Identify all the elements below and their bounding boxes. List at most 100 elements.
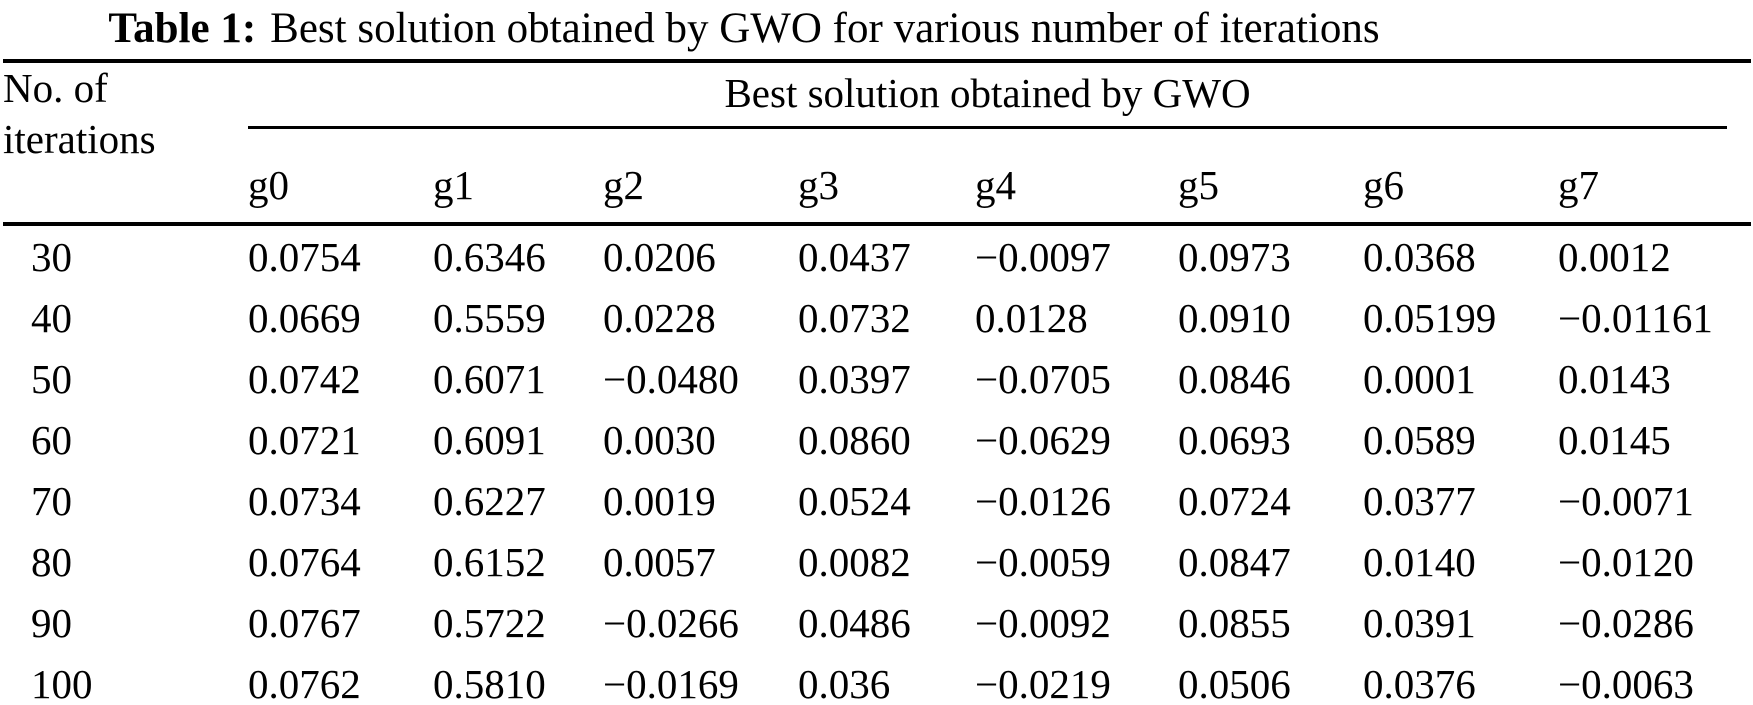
value-cell-g2: 0.0030 bbox=[603, 416, 716, 463]
gwo-results-table: No. of iterations Best solution obtained… bbox=[3, 59, 1751, 705]
value-cell-g6: 0.0001 bbox=[1363, 355, 1476, 402]
iterations-cell: 80 bbox=[31, 538, 72, 585]
value-cell-g0: 0.0767 bbox=[248, 599, 361, 646]
value-cell-g3: 0.0524 bbox=[798, 477, 911, 524]
value-cell-g5: 0.0724 bbox=[1178, 477, 1291, 524]
value-cell-g0: 0.0754 bbox=[248, 233, 361, 280]
value-cell-g0: 0.0669 bbox=[248, 294, 361, 341]
col-header-g3: g3 bbox=[798, 129, 975, 227]
iterations-cell: 50 bbox=[31, 355, 72, 402]
value-cell-g1: 0.6152 bbox=[433, 538, 546, 585]
value-cell-g7: −0.0286 bbox=[1558, 599, 1694, 646]
col-header-g6: g6 bbox=[1363, 129, 1558, 227]
value-cell-g4: −0.0059 bbox=[975, 538, 1111, 585]
col-header-g2: g2 bbox=[603, 129, 798, 227]
value-cell-g5: 0.0846 bbox=[1178, 355, 1291, 402]
table-row: 90 0.0767 0.5722 −0.0266 0.0486 −0.0092 0.0855… bbox=[3, 592, 1751, 653]
table-row: 50 0.0742 0.6071 −0.0480 0.0397 −0.0705 0.0846… bbox=[3, 348, 1751, 409]
value-cell-g5: 0.0847 bbox=[1178, 538, 1291, 585]
value-cell-g7: −0.01161 bbox=[1558, 294, 1713, 341]
value-cell-g3: 0.0486 bbox=[798, 599, 911, 646]
col-header-g5: g5 bbox=[1178, 129, 1363, 227]
value-cell-g7: 0.0145 bbox=[1558, 416, 1671, 463]
value-cell-g6: 0.05199 bbox=[1363, 294, 1497, 341]
value-cell-g0: 0.0762 bbox=[248, 660, 361, 705]
value-cell-g5: 0.0855 bbox=[1178, 599, 1291, 646]
value-cell-g6: 0.0391 bbox=[1363, 599, 1476, 646]
value-cell-g1: 0.5810 bbox=[433, 660, 546, 705]
iterations-cell: 100 bbox=[31, 660, 93, 705]
value-cell-g5: 0.0973 bbox=[1178, 233, 1291, 280]
value-cell-g7: −0.0071 bbox=[1558, 477, 1694, 524]
value-cell-g2: −0.0266 bbox=[603, 599, 739, 646]
value-cell-g2: 0.0019 bbox=[603, 477, 716, 524]
value-cell-g6: 0.0368 bbox=[1363, 233, 1476, 280]
value-cell-g2: −0.0169 bbox=[603, 660, 739, 705]
value-cell-g7: −0.0063 bbox=[1558, 660, 1694, 705]
value-cell-g3: 0.036 bbox=[798, 660, 891, 705]
table-header: No. of iterations Best solution obtained… bbox=[3, 61, 1751, 227]
value-cell-g4: −0.0219 bbox=[975, 660, 1111, 705]
table-body: 30 0.0754 0.6346 0.0206 0.0437 −0.0097 0.0973 0… bbox=[3, 224, 1751, 705]
value-cell-g3: 0.0082 bbox=[798, 538, 911, 585]
value-cell-g1: 0.5722 bbox=[433, 599, 546, 646]
value-cell-g1: 0.6091 bbox=[433, 416, 546, 463]
value-cell-g1: 0.6346 bbox=[433, 233, 546, 280]
iterations-cell: 30 bbox=[31, 233, 72, 280]
value-cell-g0: 0.0734 bbox=[248, 477, 361, 524]
col-header-g0: g0 bbox=[248, 129, 433, 227]
col-header-g4: g4 bbox=[975, 129, 1178, 227]
table-row: 70 0.0734 0.6227 0.0019 0.0524 −0.0126 0.0724 0… bbox=[3, 470, 1751, 531]
table-caption-text: Best solution obtained by GWO for variou… bbox=[270, 5, 1380, 52]
value-cell-g4: 0.0128 bbox=[975, 294, 1088, 341]
value-cell-g2: −0.0480 bbox=[603, 355, 739, 402]
value-cell-g2: 0.0228 bbox=[603, 294, 716, 341]
iterations-cell: 90 bbox=[31, 599, 72, 646]
table-row: 40 0.0669 0.5559 0.0228 0.0732 0.0128 0.0910 0.… bbox=[3, 287, 1751, 348]
value-cell-g0: 0.0742 bbox=[248, 355, 361, 402]
value-cell-g6: 0.0140 bbox=[1363, 538, 1476, 585]
value-cell-g4: −0.0092 bbox=[975, 599, 1111, 646]
value-cell-g0: 0.0764 bbox=[248, 538, 361, 585]
value-cell-g5: 0.0910 bbox=[1178, 294, 1291, 341]
value-cell-g4: −0.0629 bbox=[975, 416, 1111, 463]
value-cell-g1: 0.5559 bbox=[433, 294, 546, 341]
value-cell-g3: 0.0397 bbox=[798, 355, 911, 402]
table-row: 80 0.0764 0.6152 0.0057 0.0082 −0.0059 0.0847 0… bbox=[3, 531, 1751, 592]
iterations-cell: 40 bbox=[31, 294, 72, 341]
value-cell-g5: 0.0693 bbox=[1178, 416, 1291, 463]
col-header-iterations-line2: iterations bbox=[3, 116, 156, 163]
value-cell-g6: 0.0589 bbox=[1363, 416, 1476, 463]
value-cell-g3: 0.0732 bbox=[798, 294, 911, 341]
group-header-row: No. of iterations Best solution obtained… bbox=[3, 61, 1751, 227]
value-cell-g1: 0.6227 bbox=[433, 477, 546, 524]
value-cell-g6: 0.0377 bbox=[1363, 477, 1476, 524]
value-cell-g3: 0.0860 bbox=[798, 416, 911, 463]
value-cell-g3: 0.0437 bbox=[798, 233, 911, 280]
col-group-header-label: Best solution obtained by GWO bbox=[248, 69, 1727, 130]
col-header-g7: g7 bbox=[1558, 129, 1751, 227]
value-cell-g0: 0.0721 bbox=[248, 416, 361, 463]
subheader-row: g0 g1 g2 g3 g4 g5 g6 g7 bbox=[3, 129, 1751, 227]
table-row: 60 0.0721 0.6091 0.0030 0.0860 −0.0629 0.0693 0… bbox=[3, 409, 1751, 470]
value-cell-g2: 0.0057 bbox=[603, 538, 716, 585]
value-cell-g7: −0.0120 bbox=[1558, 538, 1694, 585]
value-cell-g4: −0.0705 bbox=[975, 355, 1111, 402]
value-cell-g7: 0.0012 bbox=[1558, 233, 1671, 280]
value-cell-g5: 0.0506 bbox=[1178, 660, 1291, 705]
value-cell-g7: 0.0143 bbox=[1558, 355, 1671, 402]
col-header-g1: g1 bbox=[433, 129, 603, 227]
iterations-cell: 70 bbox=[31, 477, 72, 524]
col-header-iterations: No. of iterations bbox=[3, 61, 248, 227]
value-cell-g4: −0.0097 bbox=[975, 233, 1111, 280]
table-caption-label: Table 1: bbox=[108, 5, 257, 52]
iterations-cell: 60 bbox=[31, 416, 72, 463]
value-cell-g2: 0.0206 bbox=[603, 233, 716, 280]
table-caption: Table 1: Best solution obtained by GWO fo… bbox=[0, 0, 1753, 53]
value-cell-g6: 0.0376 bbox=[1363, 660, 1476, 705]
col-header-iterations-line1: No. of bbox=[3, 65, 108, 112]
value-cell-g4: −0.0126 bbox=[975, 477, 1111, 524]
col-group-header: Best solution obtained by GWO bbox=[248, 61, 1751, 130]
table-row: 100 0.0762 0.5810 −0.0169 0.036 −0.0219 0.0506… bbox=[3, 653, 1751, 705]
